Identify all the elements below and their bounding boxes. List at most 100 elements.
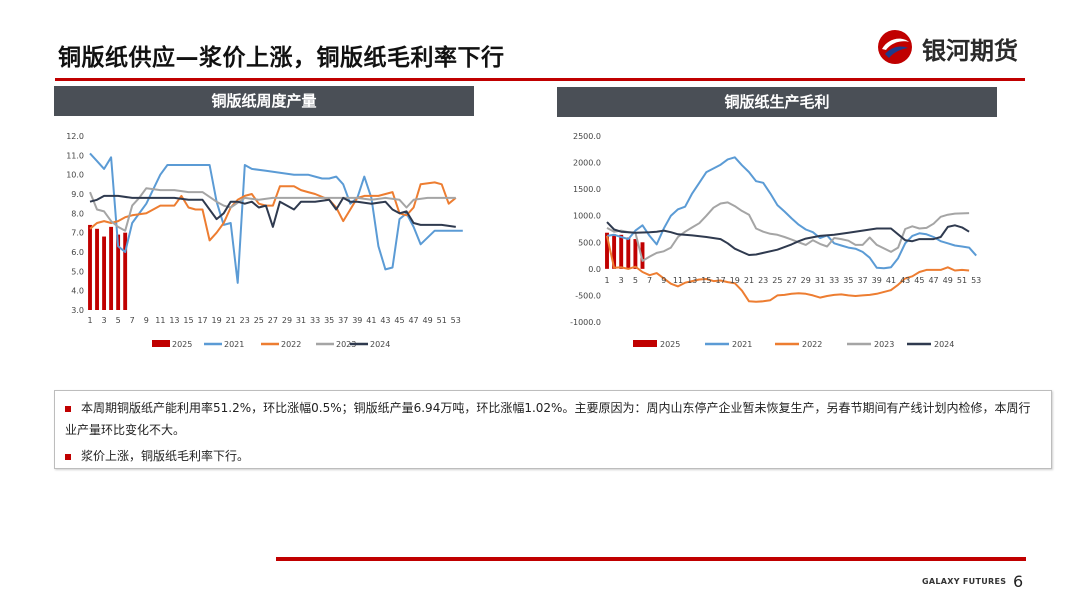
y-tick-label: 12.0: [66, 132, 84, 141]
x-tick-label: 23: [758, 276, 768, 285]
x-tick-label: 11: [673, 276, 683, 285]
legend-label: 2023: [874, 340, 894, 349]
x-tick-label: 53: [451, 316, 461, 325]
footer-brand: GALAXY FUTURES: [922, 577, 1007, 586]
x-tick-label: 9: [144, 316, 149, 325]
note-text-1: 本周期铜版纸产能利用率51.2%，环比涨幅0.5%；铜版纸产量6.94万吨，环比…: [65, 401, 1031, 437]
x-tick-label: 29: [801, 276, 811, 285]
line-series-2023: [89, 187, 456, 232]
x-tick-label: 13: [169, 316, 179, 325]
bar-2025: [95, 228, 99, 310]
x-tick-label: 31: [296, 316, 306, 325]
gross-margin-chart-svg: 2500.0 2000.0 1500.0 1000.0 500.0 0.0 -500.0 -1…: [570, 132, 981, 349]
x-tick-label: 41: [366, 316, 376, 325]
x-tick-label: 39: [872, 276, 882, 285]
x-tick-label: 19: [212, 316, 222, 325]
bar-2025: [88, 224, 92, 310]
bar-2025: [116, 234, 121, 310]
y-tick-label: 2500.0: [573, 132, 601, 141]
bar-2025: [109, 226, 114, 310]
left-chart-header: 铜版纸周度产量: [54, 86, 474, 116]
x-tick-label: 33: [829, 276, 839, 285]
bar-2025: [605, 232, 609, 269]
x-tick-label: 29: [282, 316, 292, 325]
x-tick-label: 21: [226, 316, 236, 325]
page-number: 6: [1013, 572, 1024, 591]
y-tick-label: -1000.0: [570, 318, 601, 327]
bar-2025: [102, 236, 107, 310]
x-tick-label: 25: [772, 276, 782, 285]
brand-name: 银河期货: [922, 37, 1018, 65]
legend-label: 2023: [336, 340, 356, 349]
legend-label: 2024: [934, 340, 954, 349]
line-series-2024: [606, 221, 970, 256]
legend-label: 2022: [802, 340, 822, 349]
page-title: 铜版纸供应—浆价上涨，铜版纸毛利率下行: [58, 45, 505, 71]
x-tick-label: 45: [914, 276, 924, 285]
x-tick-label: 33: [310, 316, 320, 325]
y-tick-label: 5.0: [71, 267, 84, 276]
bar-2025: [612, 234, 617, 269]
line-series-2021: [606, 156, 977, 270]
note-item-2: 浆价上涨，铜版纸毛利率下行。: [65, 445, 249, 467]
x-tick-label: 1: [604, 276, 609, 285]
x-tick-label: 31: [815, 276, 825, 285]
legend-label: 2022: [281, 340, 301, 349]
brand-logo: 银河期货: [876, 28, 1036, 66]
footer-divider: [276, 557, 1026, 561]
x-tick-label: 27: [268, 316, 278, 325]
x-tick-label: 43: [900, 276, 910, 285]
right-chart-header: 铜版纸生产毛利: [557, 87, 997, 117]
bar-2025: [640, 242, 645, 269]
x-tick-label: 25: [254, 316, 264, 325]
y-tick-label: 500.0: [578, 238, 601, 247]
x-tick-label: 19: [730, 276, 740, 285]
x-tick-label: 35: [324, 316, 334, 325]
x-tick-label: 15: [183, 316, 193, 325]
weekly-output-chart: 12.0 11.0 10.0 9.0 8.0 7.0 6.0 5.0 4.0 3.0 1 3 5 7 9 11…: [54, 122, 474, 358]
x-tick-label: 53: [971, 276, 981, 285]
legend-label: 2025: [172, 340, 192, 349]
x-tick-label: 43: [380, 316, 390, 325]
notes-box: 本周期铜版纸产能利用率51.2%，环比涨幅0.5%；铜版纸产量6.94万吨，环比…: [54, 390, 1052, 469]
legend-label: 2025: [660, 340, 680, 349]
y-tick-label: 1000.0: [573, 212, 601, 221]
x-tick-label: 21: [744, 276, 754, 285]
y-tick-label: 3.0: [71, 306, 84, 315]
legend-label: 2021: [224, 340, 244, 349]
x-tick-label: 5: [116, 316, 121, 325]
y-tick-label: -500.0: [575, 291, 601, 300]
x-tick-label: 11: [155, 316, 165, 325]
x-tick-label: 39: [352, 316, 362, 325]
x-tick-label: 17: [715, 276, 725, 285]
x-tick-label: 13: [687, 276, 697, 285]
bar-2025: [619, 234, 624, 269]
x-tick-label: 47: [928, 276, 938, 285]
legend-swatch: [633, 340, 657, 347]
line-series-2023: [606, 201, 970, 262]
y-tick-label: 0.0: [588, 265, 601, 274]
x-tick-label: 51: [437, 316, 447, 325]
y-tick-label: 11.0: [66, 151, 84, 160]
x-tick-label: 37: [857, 276, 867, 285]
bullet-icon: [65, 405, 71, 412]
legend-label: 2021: [732, 340, 752, 349]
x-tick-label: 49: [943, 276, 953, 285]
legend-label: 2024: [370, 340, 390, 349]
x-tick-label: 35: [843, 276, 853, 285]
x-tick-label: 15: [701, 276, 711, 285]
x-tick-label: 7: [130, 316, 135, 325]
x-tick-label: 3: [102, 316, 107, 325]
bar-2025: [633, 239, 638, 269]
x-tick-label: 49: [423, 316, 433, 325]
note-text-2: 浆价上涨，铜版纸毛利率下行。: [81, 449, 250, 463]
y-tick-label: 10.0: [66, 171, 84, 180]
line-series-2021: [89, 152, 463, 284]
galaxy-logo-icon: [878, 30, 912, 64]
gross-margin-chart: 2500.0 2000.0 1500.0 1000.0 500.0 0.0 -500.0 -1…: [557, 124, 997, 354]
legend-swatch: [152, 340, 170, 347]
y-tick-label: 7.0: [71, 229, 84, 238]
bullet-icon: [65, 453, 71, 460]
x-tick-label: 51: [957, 276, 967, 285]
x-tick-label: 45: [394, 316, 404, 325]
